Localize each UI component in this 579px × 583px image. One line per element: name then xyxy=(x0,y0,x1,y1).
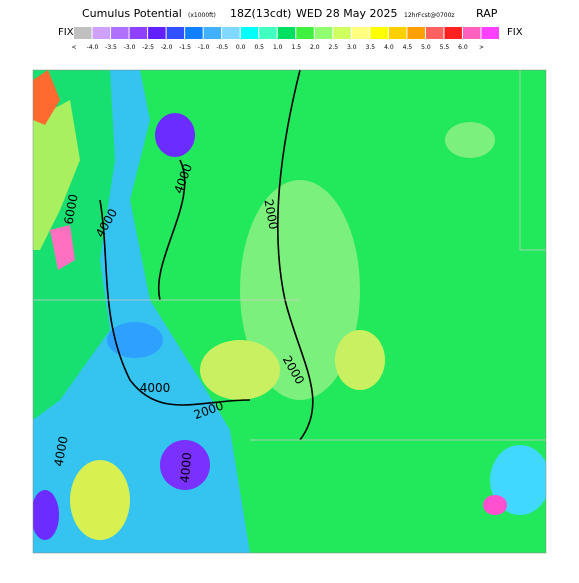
contour-label: 4000 xyxy=(140,381,171,395)
legend-swatch xyxy=(74,27,92,39)
legend-swatch xyxy=(296,27,314,39)
forecast: 12hrFcst@0700z xyxy=(404,12,455,19)
legend-swatch xyxy=(240,27,259,39)
color-legend: FIX FIX < -4.0 -3.5 -3.0 -2.5 -2.0 -1.5 -1.0 -0.… xyxy=(58,27,523,51)
legend-swatch xyxy=(92,27,111,39)
contour-label: 4000 xyxy=(178,452,195,484)
legend-swatch xyxy=(148,27,166,39)
legend-label: 2.5 xyxy=(329,44,339,51)
header: Cumulus Potential (x1000ft) 18Z(13cdt) W… xyxy=(82,7,498,20)
valid-time: 18Z(13cdt) xyxy=(230,7,291,20)
legend-swatch xyxy=(185,27,203,39)
legend-label: 4.0 xyxy=(384,44,394,51)
legend-swatch xyxy=(370,27,388,39)
legend-swatch xyxy=(407,27,425,39)
map xyxy=(32,69,547,554)
legend-label: 0.5 xyxy=(254,44,264,51)
contour-label: 4000 xyxy=(52,435,71,468)
legend-label: 2.0 xyxy=(310,44,320,51)
legend-swatch xyxy=(129,27,148,39)
legend-label: -3.0 xyxy=(124,44,136,51)
legend-label: > xyxy=(479,44,484,51)
legend-label: 6.0 xyxy=(458,44,468,51)
legend-label: -2.5 xyxy=(142,44,154,51)
legend-label: -3.5 xyxy=(105,44,117,51)
contour-label: 6000 xyxy=(62,193,81,226)
units: (x1000ft) xyxy=(188,12,216,19)
legend-swatch xyxy=(462,27,481,39)
legend-label: 5.0 xyxy=(421,44,431,51)
legend-swatch xyxy=(314,27,333,39)
legend-swatch xyxy=(166,27,185,39)
legend-swatch xyxy=(351,27,370,39)
legend-label: -1.0 xyxy=(198,44,210,51)
legend-left: FIX xyxy=(58,27,74,38)
legend-swatch xyxy=(111,27,129,39)
legend-swatch xyxy=(203,27,222,39)
legend-swatch xyxy=(481,27,499,39)
legend-label: -1.5 xyxy=(179,44,191,51)
legend-swatch xyxy=(259,27,277,39)
legend-label: 1.0 xyxy=(273,44,283,51)
legend-label: 0.0 xyxy=(236,44,246,51)
contour-label: 2000 xyxy=(261,198,280,231)
title: Cumulus Potential xyxy=(82,7,182,20)
legend-swatch xyxy=(444,27,462,39)
legend-label: 4.5 xyxy=(403,44,413,51)
legend-swatch xyxy=(388,27,407,39)
model: RAP xyxy=(476,7,498,20)
legend-swatch xyxy=(277,27,296,39)
legend-label: < xyxy=(71,44,76,51)
legend-right: FIX xyxy=(507,27,523,38)
legend-label: 5.5 xyxy=(440,44,450,51)
legend-label: 1.5 xyxy=(291,44,301,51)
date: WED 28 May 2025 xyxy=(296,7,398,20)
legend-label: -2.0 xyxy=(161,44,173,51)
legend-swatch xyxy=(222,27,240,39)
legend-label: 3.5 xyxy=(366,44,376,51)
legend-swatch xyxy=(425,27,444,39)
legend-label: -4.0 xyxy=(87,44,99,51)
legend-label: -0.5 xyxy=(216,44,228,51)
legend-label: 3.0 xyxy=(347,44,357,51)
legend-swatch xyxy=(333,27,351,39)
